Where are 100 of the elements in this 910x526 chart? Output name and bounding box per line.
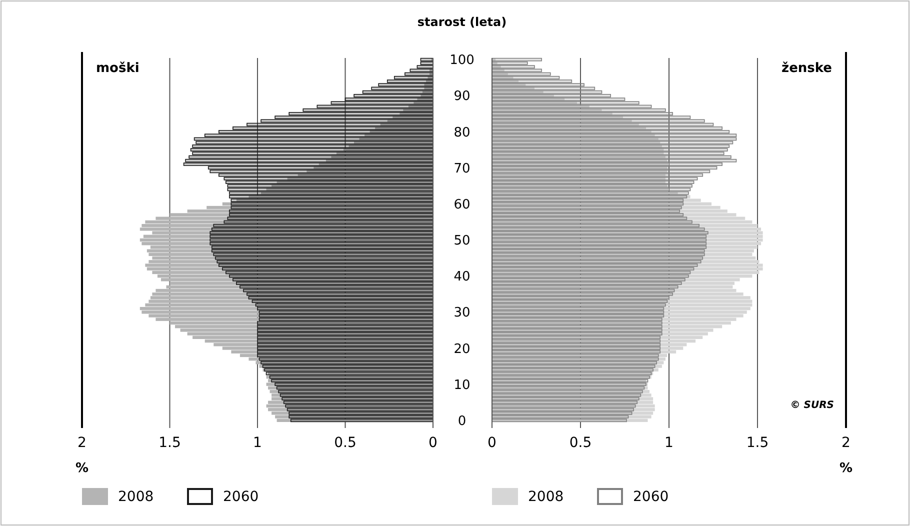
bar: [204, 134, 434, 138]
bar: [232, 278, 434, 282]
bar: [492, 184, 692, 188]
bar: [246, 292, 434, 296]
bar: [492, 155, 732, 159]
bar: [492, 173, 666, 177]
bar: [302, 108, 434, 112]
bar: [222, 267, 434, 271]
bar: [274, 116, 434, 120]
bar: [188, 155, 434, 159]
bar: [344, 98, 434, 101]
bar: [268, 400, 433, 404]
bar: [227, 188, 434, 192]
bar: [492, 242, 707, 246]
x-tick-label: 2: [842, 435, 850, 451]
bar: [492, 137, 737, 141]
bar: [492, 278, 686, 282]
y-tick-label: 60: [454, 197, 470, 212]
bar: [492, 418, 648, 422]
bar: [160, 278, 433, 282]
bar: [492, 300, 668, 304]
bar: [492, 368, 658, 372]
bar: [192, 144, 434, 148]
bar: [148, 300, 433, 303]
bar: [492, 296, 750, 300]
x-tick-label: 0: [428, 435, 438, 451]
bar: [288, 112, 434, 116]
bar: [492, 264, 698, 267]
bar: [227, 216, 434, 220]
bar: [492, 252, 705, 256]
bar: [492, 360, 658, 364]
bar: [258, 310, 434, 314]
bar: [422, 90, 433, 94]
bar: [226, 180, 434, 184]
bar: [492, 400, 638, 404]
bar: [211, 227, 434, 231]
y-tick-label: 0: [458, 414, 466, 429]
bar: [492, 144, 730, 148]
x-axis-title: %: [75, 461, 89, 476]
bar: [140, 228, 433, 231]
bar: [227, 184, 434, 188]
chart-title: ženske: [782, 61, 832, 76]
bar: [283, 400, 434, 404]
bar: [192, 152, 434, 156]
bar: [152, 256, 433, 260]
bar: [492, 119, 705, 123]
bar: [426, 80, 433, 83]
bar: [492, 68, 504, 72]
bar: [492, 231, 763, 234]
bar: [492, 176, 698, 180]
bar: [492, 134, 655, 137]
bar: [290, 418, 434, 422]
bar: [492, 306, 750, 310]
bar: [492, 246, 707, 249]
x-tick-label: 1: [253, 435, 262, 451]
bar: [492, 227, 705, 231]
bar: [492, 134, 737, 138]
bar: [286, 408, 434, 412]
bar: [492, 130, 730, 134]
bar: [148, 260, 433, 264]
bar: [492, 112, 673, 116]
bar: [386, 80, 434, 83]
bar: [492, 58, 542, 62]
bar: [224, 176, 434, 180]
bar: [492, 216, 688, 220]
legend-label: 2008: [528, 489, 564, 505]
bar: [492, 162, 722, 166]
bar: [492, 126, 722, 130]
bar: [229, 213, 434, 216]
bar: [246, 122, 434, 126]
bar: [258, 314, 434, 318]
bar: [492, 94, 611, 98]
bar: [492, 76, 560, 80]
bar: [492, 267, 763, 270]
bar: [492, 80, 572, 83]
y-tick-label: 40: [454, 270, 470, 285]
bar: [280, 393, 434, 397]
bar: [330, 101, 434, 105]
bar: [257, 342, 434, 346]
bar: [492, 166, 718, 170]
bar: [213, 252, 434, 256]
bar: [492, 249, 705, 253]
bar: [378, 83, 434, 87]
bar: [492, 68, 542, 72]
bar: [416, 65, 434, 68]
bar: [274, 382, 434, 386]
bar: [229, 191, 434, 195]
bar: [420, 58, 434, 62]
bar: [492, 213, 684, 216]
bar: [492, 342, 661, 346]
bar: [492, 267, 694, 271]
bar: [146, 249, 433, 252]
bar: [492, 166, 668, 170]
bar: [492, 234, 707, 238]
bar: [417, 98, 433, 101]
bar: [492, 144, 662, 148]
bar: [492, 65, 501, 68]
bar: [140, 238, 433, 242]
bar: [394, 76, 434, 80]
annotation: © SURS: [790, 400, 834, 411]
